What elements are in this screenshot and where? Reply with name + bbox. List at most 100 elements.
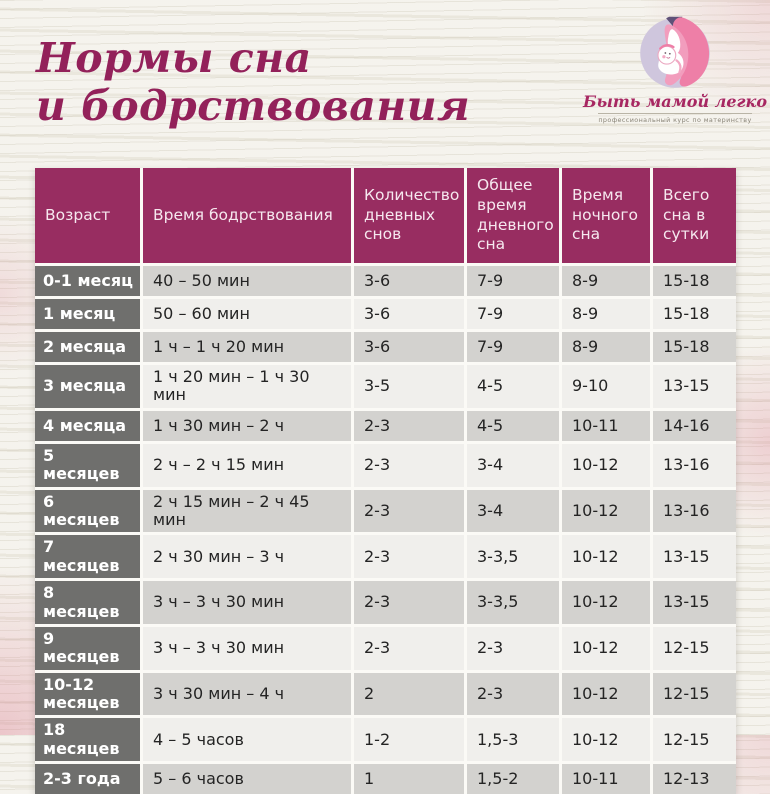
value-cell: 15-18 xyxy=(653,266,736,296)
value-cell: 3-4 xyxy=(467,443,559,487)
value-cell: 3-5 xyxy=(354,365,464,408)
value-cell: 13-15 xyxy=(653,535,736,579)
table-row: 2-3 года 5 – 6 часов 1 1,5-2 10-11 12-13 xyxy=(35,764,736,794)
age-cell: 4 месяца xyxy=(35,410,140,441)
value-cell: 10-12 xyxy=(562,718,650,762)
value-cell: 13-15 xyxy=(653,365,736,408)
value-cell: 3-3,5 xyxy=(467,581,559,624)
value-cell: 3-6 xyxy=(354,299,464,329)
value-cell: 2-3 xyxy=(467,672,559,716)
age-cell: 9 месяцев xyxy=(35,626,140,670)
value-cell: 12-15 xyxy=(653,626,736,670)
table-row: 4 месяца 1 ч 30 мин – 2 ч 2-3 4-5 10-11 14-16 xyxy=(35,410,736,441)
table-row: 1 месяц 50 – 60 мин 3-6 7-9 8-9 15-18 xyxy=(35,299,736,329)
table-row: 5 месяцев 2 ч – 2 ч 15 мин 2-3 3-4 10-12 13-1… xyxy=(35,443,736,487)
title-line-1: Нормы сна xyxy=(36,34,312,82)
value-cell: 1-2 xyxy=(354,718,464,762)
value-cell: 4-5 xyxy=(467,410,559,441)
table-header: Возраст Время бодрствования Количество д… xyxy=(35,168,736,263)
value-cell: 12-15 xyxy=(653,672,736,716)
value-cell: 2-3 xyxy=(354,535,464,579)
header-cell-day-sleep-total: Общее время дневного сна xyxy=(467,168,559,263)
value-cell: 10-12 xyxy=(562,443,650,487)
value-cell: 2 ч – 2 ч 15 мин xyxy=(143,443,351,487)
value-cell: 1,5-3 xyxy=(467,718,559,762)
age-cell: 0-1 месяц xyxy=(35,266,140,296)
value-cell: 10-12 xyxy=(562,535,650,579)
value-cell: 7-9 xyxy=(467,299,559,329)
table-body: 0-1 месяц 40 – 50 мин 3-6 7-9 8-9 15-18 1 меся… xyxy=(35,266,736,794)
value-cell: 10-12 xyxy=(562,489,650,533)
header-cell-total-sleep: Всего сна в сутки xyxy=(653,168,736,263)
value-cell: 14-16 xyxy=(653,410,736,441)
header-cell-age: Возраст xyxy=(35,168,140,263)
table-row: 9 месяцев 3 ч – 3 ч 30 мин 2-3 2-3 10-12 12-1… xyxy=(35,626,736,670)
value-cell: 5 – 6 часов xyxy=(143,764,351,794)
table-row: 10-12 месяцев 3 ч 30 мин – 4 ч 2 2-3 10-12 12… xyxy=(35,672,736,716)
header-cell-wake-time: Время бодрствования xyxy=(143,168,351,263)
table-row: 0-1 месяц 40 – 50 мин 3-6 7-9 8-9 15-18 xyxy=(35,266,736,296)
table-row: 3 месяца 1 ч 20 мин – 1 ч 30 мин 3-5 4-5 9-1… xyxy=(35,365,736,408)
value-cell: 2 xyxy=(354,672,464,716)
value-cell: 1 ч 30 мин – 2 ч xyxy=(143,410,351,441)
value-cell: 8-9 xyxy=(562,332,650,362)
table-row: 7 месяцев 2 ч 30 мин – 3 ч 2-3 3-3,5 10-12 13… xyxy=(35,535,736,579)
value-cell: 4 – 5 часов xyxy=(143,718,351,762)
value-cell: 3 ч – 3 ч 30 мин xyxy=(143,626,351,670)
age-cell: 8 месяцев xyxy=(35,581,140,624)
brand-logo: Быть мамой легко профессиональный курс п… xyxy=(583,16,767,124)
value-cell: 3-4 xyxy=(467,489,559,533)
age-cell: 3 месяца xyxy=(35,365,140,408)
value-cell: 15-18 xyxy=(653,332,736,362)
value-cell: 50 – 60 мин xyxy=(143,299,351,329)
value-cell: 12-15 xyxy=(653,718,736,762)
value-cell: 2 ч 30 мин – 3 ч xyxy=(143,535,351,579)
value-cell: 3-3,5 xyxy=(467,535,559,579)
age-cell: 6 месяцев xyxy=(35,489,140,533)
mother-baby-icon xyxy=(640,16,710,88)
value-cell: 1,5-2 xyxy=(467,764,559,794)
value-cell: 15-18 xyxy=(653,299,736,329)
value-cell: 10-12 xyxy=(562,581,650,624)
value-cell: 1 ч 20 мин – 1 ч 30 мин xyxy=(143,365,351,408)
value-cell: 1 xyxy=(354,764,464,794)
value-cell: 10-11 xyxy=(562,410,650,441)
value-cell: 8-9 xyxy=(562,299,650,329)
value-cell: 8-9 xyxy=(562,266,650,296)
age-cell: 5 месяцев xyxy=(35,443,140,487)
value-cell: 13-15 xyxy=(653,581,736,624)
age-cell: 10-12 месяцев xyxy=(35,672,140,716)
value-cell: 3-6 xyxy=(354,266,464,296)
value-cell: 2-3 xyxy=(354,489,464,533)
table-row: 6 месяцев 2 ч 15 мин – 2 ч 45 мин 2-3 3-4 10… xyxy=(35,489,736,533)
value-cell: 1 ч – 1 ч 20 мин xyxy=(143,332,351,362)
value-cell: 40 – 50 мин xyxy=(143,266,351,296)
value-cell: 13-16 xyxy=(653,489,736,533)
age-cell: 1 месяц xyxy=(35,299,140,329)
value-cell: 10-12 xyxy=(562,672,650,716)
value-cell: 2-3 xyxy=(354,581,464,624)
title-line-2: и бодрствования xyxy=(36,82,471,131)
value-cell: 13-16 xyxy=(653,443,736,487)
page-title: Нормы сна и бодрствования xyxy=(36,34,476,131)
value-cell: 7-9 xyxy=(467,332,559,362)
value-cell: 3 ч – 3 ч 30 мин xyxy=(143,581,351,624)
value-cell: 12-13 xyxy=(653,764,736,794)
value-cell: 2-3 xyxy=(467,626,559,670)
value-cell: 3-6 xyxy=(354,332,464,362)
value-cell: 3 ч 30 мин – 4 ч xyxy=(143,672,351,716)
value-cell: 10-11 xyxy=(562,764,650,794)
header-cell-night-sleep: Время ночного сна xyxy=(562,168,650,263)
header-cell-naps-count: Количество дневных снов xyxy=(354,168,464,263)
value-cell: 9-10 xyxy=(562,365,650,408)
age-cell: 2 месяца xyxy=(35,332,140,362)
value-cell: 7-9 xyxy=(467,266,559,296)
age-cell: 2-3 года xyxy=(35,764,140,794)
value-cell: 2-3 xyxy=(354,410,464,441)
age-cell: 7 месяцев xyxy=(35,535,140,579)
sleep-norms-table: Возраст Время бодрствования Количество д… xyxy=(35,168,736,794)
value-cell: 10-12 xyxy=(562,626,650,670)
value-cell: 2-3 xyxy=(354,626,464,670)
value-cell: 2 ч 15 мин – 2 ч 45 мин xyxy=(143,489,351,533)
table-row: 8 месяцев 3 ч – 3 ч 30 мин 2-3 3-3,5 10-12 13… xyxy=(35,581,736,624)
